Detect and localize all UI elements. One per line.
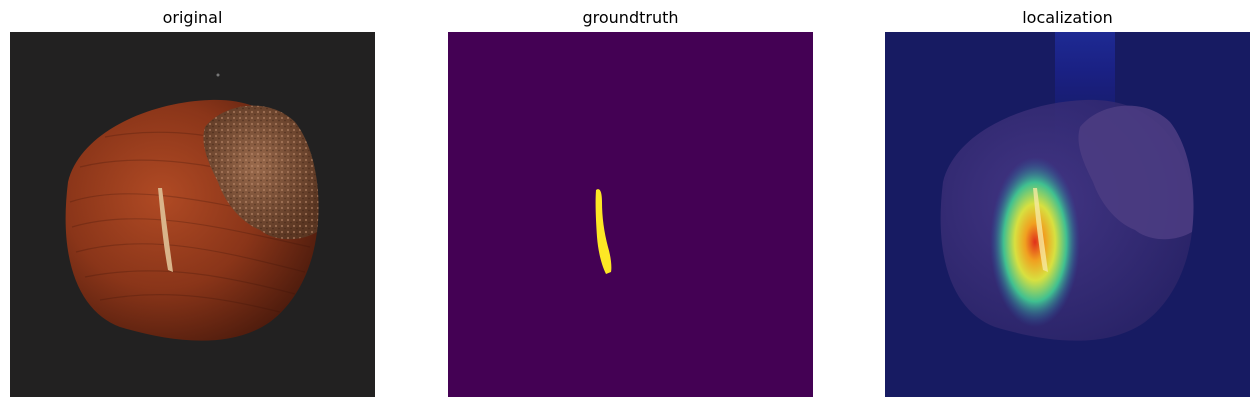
groundtruth-mask — [448, 32, 813, 397]
hazelnut-shape — [65, 99, 319, 341]
panel-groundtruth: groundtruth — [448, 0, 813, 407]
localization-heatmap — [885, 32, 1250, 397]
panel-title-original: original — [162, 8, 223, 27]
crack-mark — [158, 188, 173, 272]
original-image — [10, 32, 375, 397]
panel-title-groundtruth: groundtruth — [582, 8, 679, 27]
panel-localization: localization — [885, 0, 1250, 407]
heat-blob — [990, 157, 1080, 327]
defect-region — [595, 189, 612, 274]
panel-original: original — [10, 0, 375, 407]
panel-title-localization: localization — [1022, 8, 1113, 27]
